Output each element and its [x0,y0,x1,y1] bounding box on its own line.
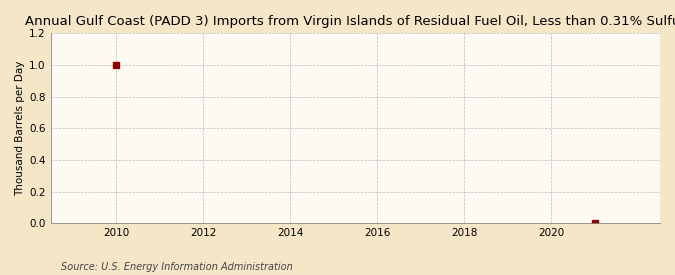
Title: Annual Gulf Coast (PADD 3) Imports from Virgin Islands of Residual Fuel Oil, Les: Annual Gulf Coast (PADD 3) Imports from … [25,15,675,28]
Text: Source: U.S. Energy Information Administration: Source: U.S. Energy Information Administ… [61,262,292,272]
Y-axis label: Thousand Barrels per Day: Thousand Barrels per Day [15,60,25,196]
